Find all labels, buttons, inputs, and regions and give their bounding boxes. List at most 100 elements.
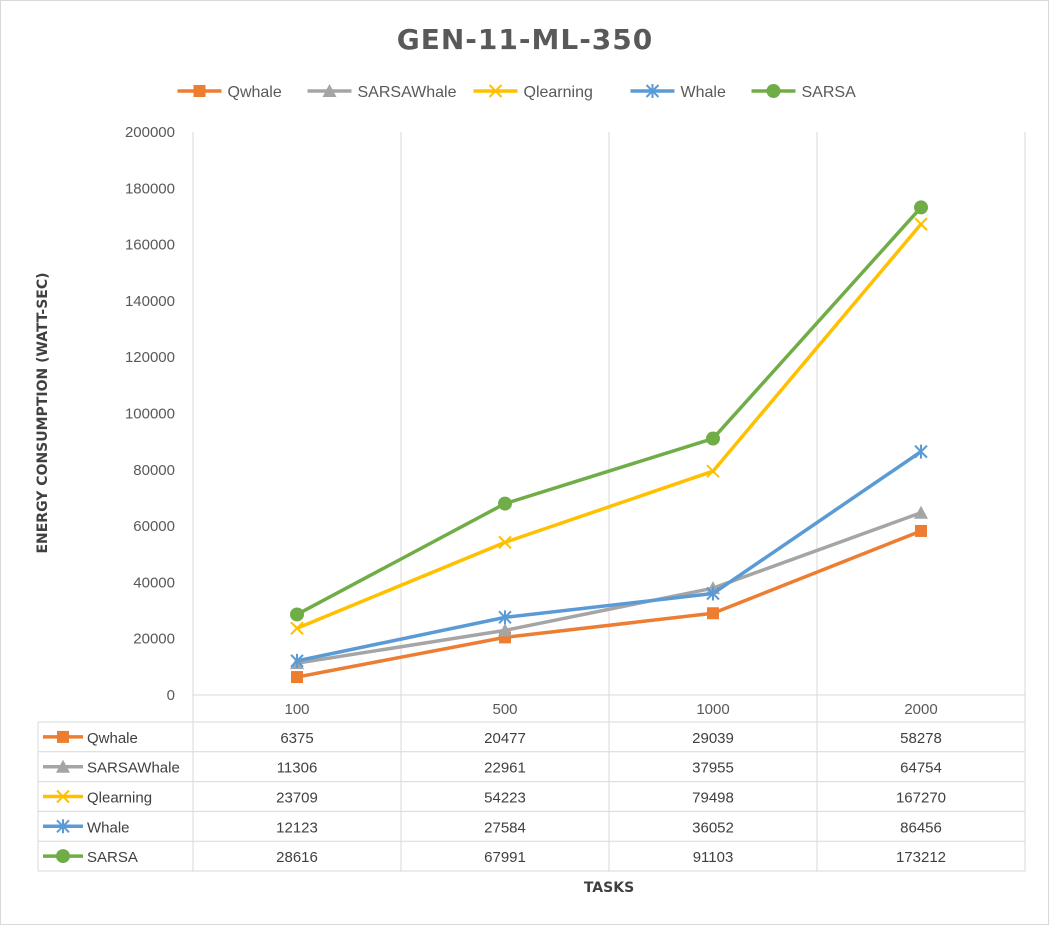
legend-item: Qlearning [473,84,593,101]
series-whale [290,444,928,668]
series-line [296,223,923,630]
legend-item: Qwhale [177,84,282,101]
series-marker [706,464,720,478]
y-tick-label: 80000 [133,462,175,479]
y-tick-label: 40000 [133,574,175,591]
series-marker [498,623,512,637]
table-cell: 20477 [484,730,526,747]
y-axis-ticks: 0 20000 40000 60000 80000 100000 120000 140000 1… [125,124,175,704]
y-tick-label: 0 [167,687,175,704]
series-line [296,450,922,663]
series-line [296,206,923,616]
y-tick-label: 180000 [125,180,175,197]
y-tick-label: 160000 [125,237,175,254]
series-marker [706,431,720,446]
table-cell: 79498 [692,790,734,807]
x-axis-label: TASKS [584,880,634,896]
series-marker [766,84,781,98]
series-line [296,511,922,665]
table-cell: 67991 [484,849,526,866]
x-tick-label: 100 [284,701,309,718]
table-cell: 6375 [280,730,313,747]
series-marker [56,759,70,773]
series-lines [290,200,928,684]
table-row-label: Qlearning [87,790,152,807]
table-row: Qwhale 6375 20477 29039 58278 [43,730,942,747]
y-tick-label: 20000 [133,631,175,648]
y-tick-label: 200000 [125,124,175,141]
series-marker [645,84,660,98]
legend: Qwhale SARSAWhale Qlearning Whale SARSA [177,84,857,101]
legend-label: Qwhale [228,84,282,101]
table-cell: 29039 [692,730,734,747]
series-marker [915,524,927,537]
legend-label: SARSA [802,84,857,101]
series-marker [322,84,337,97]
series-marker [193,85,206,97]
y-tick-label: 140000 [125,293,175,310]
legend-label: SARSAWhale [358,84,457,101]
series-line [296,529,922,679]
table-cell: 23709 [276,790,318,807]
y-tick-label: 60000 [133,518,175,535]
table-row-label: Qwhale [87,730,138,747]
series-marker [914,444,928,459]
table-cell: 12123 [276,819,318,836]
series-marker [707,607,719,620]
series-marker [498,496,512,511]
table-cell: 22961 [484,760,526,777]
series-marker [290,653,304,668]
series-sarsa [290,200,928,622]
series-marker [498,610,512,625]
series-marker [56,849,70,864]
table-cell: 36052 [692,819,734,836]
table-row-label: SARSA [87,849,138,866]
table-row: SARSA 28616 67991 91103 173212 [43,849,946,866]
table-cell: 37955 [692,760,734,777]
legend-label: Qlearning [524,84,593,101]
table-row: Qlearning 23709 54223 79498 167270 [43,790,946,807]
legend-item: Whale [630,84,726,101]
series-marker [498,535,512,550]
series-qwhale [291,524,927,684]
series-marker [290,607,304,622]
series-marker [291,671,303,684]
table-row: SARSAWhale 11306 22961 37955 64754 [43,759,942,777]
series-marker [914,505,928,519]
table-cell: 173212 [896,849,946,866]
series-marker [488,84,503,98]
table-cell: 86456 [900,819,942,836]
y-tick-label: 120000 [125,349,175,366]
table-row-label: Whale [87,819,130,836]
gridlines [192,132,1026,695]
chart-title: GEN-11-ML-350 [397,23,654,56]
table-row: Whale 12123 27584 36052 86456 [43,819,942,836]
table-cell: 54223 [484,790,526,807]
series-marker [706,586,720,601]
table-cell: 28616 [276,849,318,866]
table-cell: 64754 [900,760,942,777]
table-cell: 167270 [896,790,946,807]
table-cell: 91103 [693,849,734,866]
series-qlearning [290,217,928,635]
legend-item: SARSAWhale [307,84,457,101]
series-marker [290,621,304,635]
legend-label: Whale [681,84,726,101]
x-tick-label: 500 [492,701,517,718]
table-cell: 58278 [900,730,942,747]
series-marker [57,730,69,743]
y-tick-label: 100000 [125,406,175,423]
series-marker [56,789,70,804]
series-marker [56,819,70,834]
y-axis-label: ENERGY CONSUMPTION (WATT-SEC) [35,272,51,553]
data-table: 100 500 1000 2000 Qwhale 6375 20477 29039 58278 S… [37,694,1026,872]
series-marker [914,217,928,231]
table-cell: 27584 [484,819,526,836]
legend-item: SARSA [751,84,857,101]
table-cell: 11306 [277,760,318,777]
x-tick-label: 1000 [696,701,729,718]
table-row-label: SARSAWhale [87,760,180,777]
series-marker [914,200,928,215]
